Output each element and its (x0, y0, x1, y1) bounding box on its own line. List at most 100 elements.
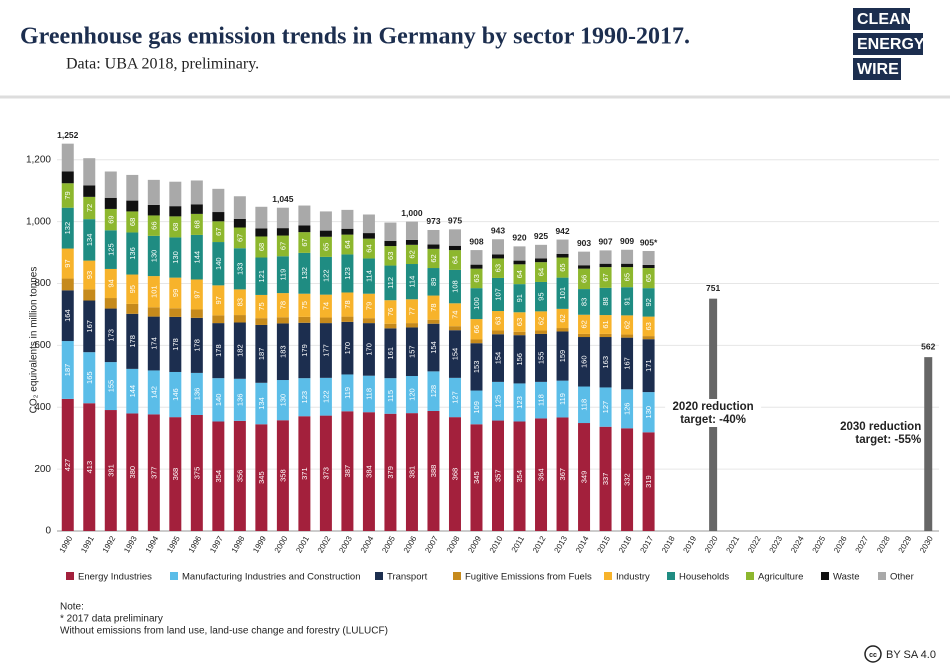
value-label: 156 (515, 353, 524, 366)
legend-label: Other (890, 572, 914, 583)
bar-segment (384, 300, 397, 324)
bar-segment (83, 260, 96, 290)
legend-swatch (821, 572, 829, 580)
value-label: 72 (85, 204, 94, 212)
x-tick-label: 1997 (208, 534, 225, 554)
x-tick-label: 1994 (144, 534, 161, 554)
bar-segment (362, 323, 375, 376)
value-label: 144 (192, 251, 201, 264)
value-label: 123 (515, 396, 524, 409)
bar-segment (341, 209, 354, 229)
value-label: 427 (63, 459, 72, 472)
y-tick-label: 1,200 (26, 154, 51, 165)
bar-segment (599, 333, 612, 338)
value-label: 337 (601, 473, 610, 486)
total-label: 1,045 (272, 194, 294, 204)
bar-segment (126, 313, 139, 369)
bar-segment (126, 413, 139, 531)
bar-segment (362, 258, 375, 294)
total-label: 975 (448, 216, 462, 226)
value-label: 358 (278, 469, 287, 482)
bar-segment (147, 179, 160, 205)
bar-segment (362, 318, 375, 324)
bar-segment (405, 323, 418, 328)
bar-segment (427, 248, 440, 269)
total-label: 905* (640, 237, 658, 247)
y-tick-label: 200 (34, 464, 51, 475)
value-label: 118 (364, 388, 373, 400)
logo-text: WIRE (857, 61, 899, 78)
legend-swatch (667, 572, 675, 580)
bar-segment (448, 377, 461, 418)
bar-segment (492, 334, 504, 382)
bar-segment (599, 337, 612, 388)
value-label: 97 (214, 296, 223, 304)
x-tick-label: 2015 (595, 534, 612, 554)
bar-segment (470, 343, 483, 391)
value-label: 159 (558, 350, 567, 363)
bar-segment (104, 208, 117, 231)
value-label: 357 (493, 470, 502, 483)
bar-segment (535, 333, 548, 382)
bar-segment (599, 387, 612, 427)
value-label: 115 (386, 390, 395, 402)
bar-segment (233, 196, 246, 219)
bar-segment (147, 235, 160, 277)
value-label: 74 (450, 311, 459, 319)
bar-segment (212, 315, 225, 324)
value-label: 68 (257, 243, 266, 251)
value-label: 91 (515, 294, 524, 302)
bar-segment (276, 317, 289, 324)
bar-segment (621, 389, 634, 429)
value-label: 187 (63, 364, 72, 377)
value-label: 128 (429, 385, 438, 398)
bar-segment (298, 252, 311, 294)
bar-segment (319, 377, 332, 416)
value-label: 107 (493, 288, 502, 301)
value-label: 155 (106, 380, 115, 393)
value-label: 118 (537, 394, 546, 406)
bar-segment (233, 315, 246, 323)
bar-segment (147, 307, 160, 317)
value-label: 332 (623, 473, 632, 486)
value-label: 64 (450, 256, 459, 264)
value-label: 78 (343, 300, 352, 308)
value-label: 75 (257, 302, 266, 310)
value-label: 99 (171, 289, 180, 297)
bar-segment (513, 246, 526, 261)
bar-segment (298, 293, 311, 317)
bar-segment (61, 248, 74, 279)
bar-segment (492, 311, 504, 331)
value-label: 354 (214, 470, 223, 483)
bar-segment (405, 327, 418, 377)
value-label: 154 (493, 352, 502, 365)
bar-segment (83, 403, 96, 531)
value-label: 67 (235, 234, 244, 242)
value-label: 388 (429, 465, 438, 478)
bar-segment (126, 211, 139, 233)
bar-segment (276, 256, 289, 294)
bar-segment (384, 328, 397, 379)
bar-segment (190, 180, 203, 205)
bar-segment (233, 227, 246, 249)
value-label: 375 (192, 467, 201, 480)
bar-segment (405, 239, 418, 245)
bar-segment (535, 381, 548, 419)
value-label: 65 (321, 243, 330, 251)
bar-segment (298, 416, 311, 531)
bar-segment (513, 312, 526, 332)
value-label: 157 (407, 345, 416, 358)
bar-segment (535, 262, 548, 282)
y-tick-label: 400 (34, 402, 51, 413)
bar-segment (255, 424, 268, 531)
bar-segment (578, 265, 591, 269)
annotation-bg (831, 419, 922, 447)
bar-segment (212, 421, 225, 531)
bar-segment (126, 303, 139, 314)
total-label: 903 (577, 238, 591, 248)
bar-segment (448, 269, 461, 304)
subtitle: Data: UBA 2018, preliminary. (66, 56, 259, 73)
bar-segment (147, 370, 160, 415)
bar-segment (276, 228, 289, 236)
bar-segment (319, 415, 332, 531)
